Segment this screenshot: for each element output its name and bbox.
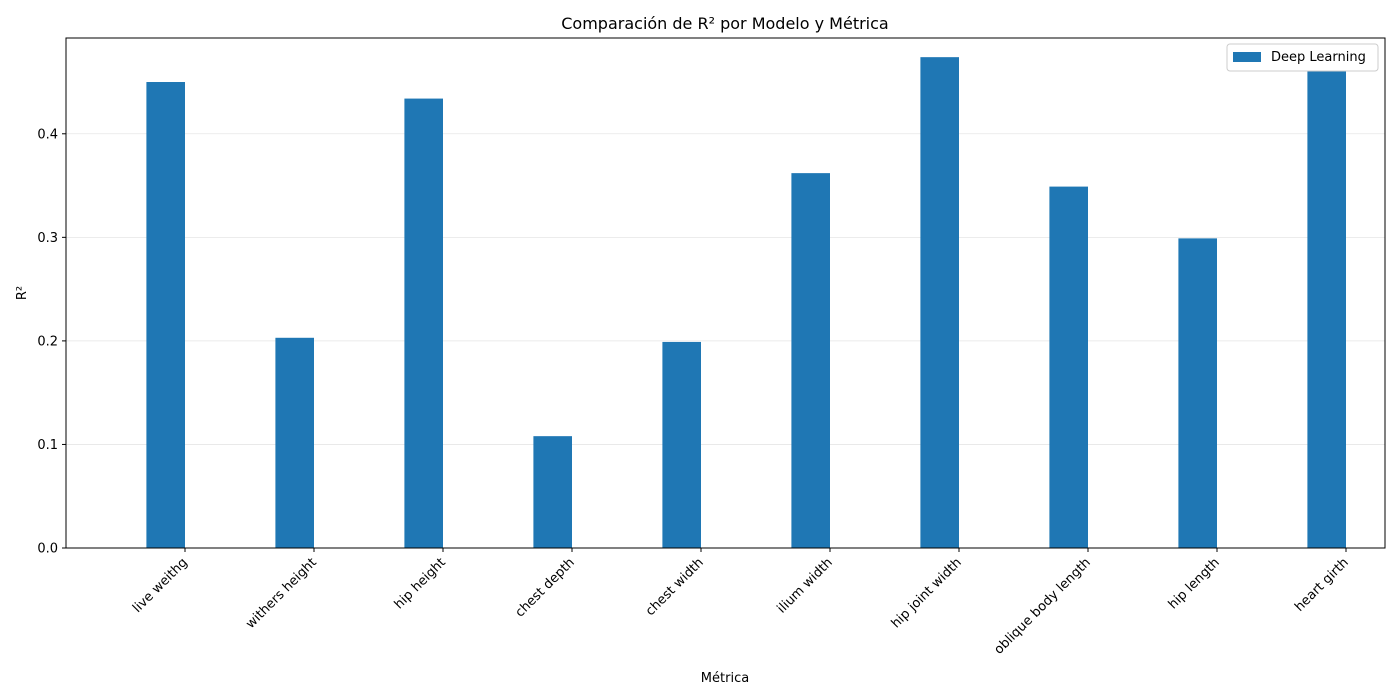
bar-withers-height (275, 337, 314, 548)
y-tick-label: 0.4 (37, 127, 58, 142)
bar-hip-length (1178, 238, 1217, 548)
bar-oblique-body-length (1049, 186, 1088, 548)
chart-title: Comparación de R² por Modelo y Métrica (561, 14, 888, 33)
legend-frame (1226, 43, 1379, 72)
x-axis-label: Métrica (701, 671, 749, 686)
y-axis-ticks: 0.0 0.1 0.2 0.3 0.4 (37, 127, 66, 557)
y-tick-label: 0.3 (37, 231, 58, 246)
y-tick-label: 0.2 (37, 334, 58, 349)
bar-heart-girth (1307, 70, 1346, 548)
legend-label: Deep Learning (1271, 50, 1366, 65)
y-axis-label: R² (15, 286, 30, 300)
plot-frame (65, 37, 1386, 549)
bar-live-weithg (146, 82, 185, 548)
bar-hip-height (404, 98, 443, 549)
bars (146, 57, 1346, 549)
y-tick-label: 0.1 (37, 438, 58, 453)
bar-chest-width (662, 341, 701, 548)
y-tick-label: 0.0 (37, 542, 58, 557)
bar-chest-depth (533, 436, 572, 548)
legend: Deep Learning (1226, 43, 1379, 72)
legend-swatch (1233, 52, 1261, 62)
bar-hip-joint-width (920, 57, 959, 549)
bar-ilium-width (791, 173, 830, 548)
